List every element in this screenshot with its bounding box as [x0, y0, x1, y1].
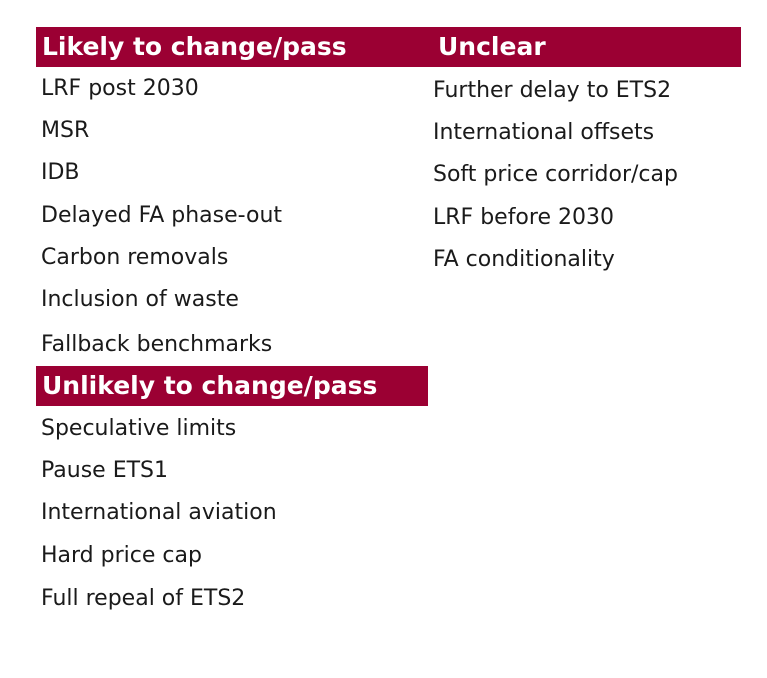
- list-item: Delayed FA phase-out: [41, 203, 283, 228]
- list-item: LRF post 2030: [41, 76, 199, 101]
- list-item: IDB: [41, 160, 80, 185]
- list-item: International aviation: [41, 500, 277, 525]
- unclear-header: Unclear: [430, 27, 741, 67]
- list-item: International offsets: [433, 120, 655, 145]
- likely-header: Likely to change/pass: [36, 27, 430, 67]
- list-item: Hard price cap: [41, 543, 202, 568]
- list-item: MSR: [41, 118, 90, 143]
- list-item: Carbon removals: [41, 245, 229, 270]
- list-item: FA conditionality: [433, 247, 615, 272]
- list-item: LRF before 2030: [433, 205, 614, 230]
- list-item: Soft price corridor/cap: [433, 162, 678, 187]
- list-item: Full repeal of ETS2: [41, 586, 246, 611]
- list-item: Further delay to ETS2: [433, 78, 672, 103]
- list-item: Inclusion of waste: [41, 287, 239, 312]
- list-item: Speculative limits: [41, 416, 237, 441]
- unlikely-header: Unlikely to change/pass: [36, 366, 428, 406]
- list-item: Pause ETS1: [41, 458, 168, 483]
- list-item: Fallback benchmarks: [41, 332, 273, 357]
